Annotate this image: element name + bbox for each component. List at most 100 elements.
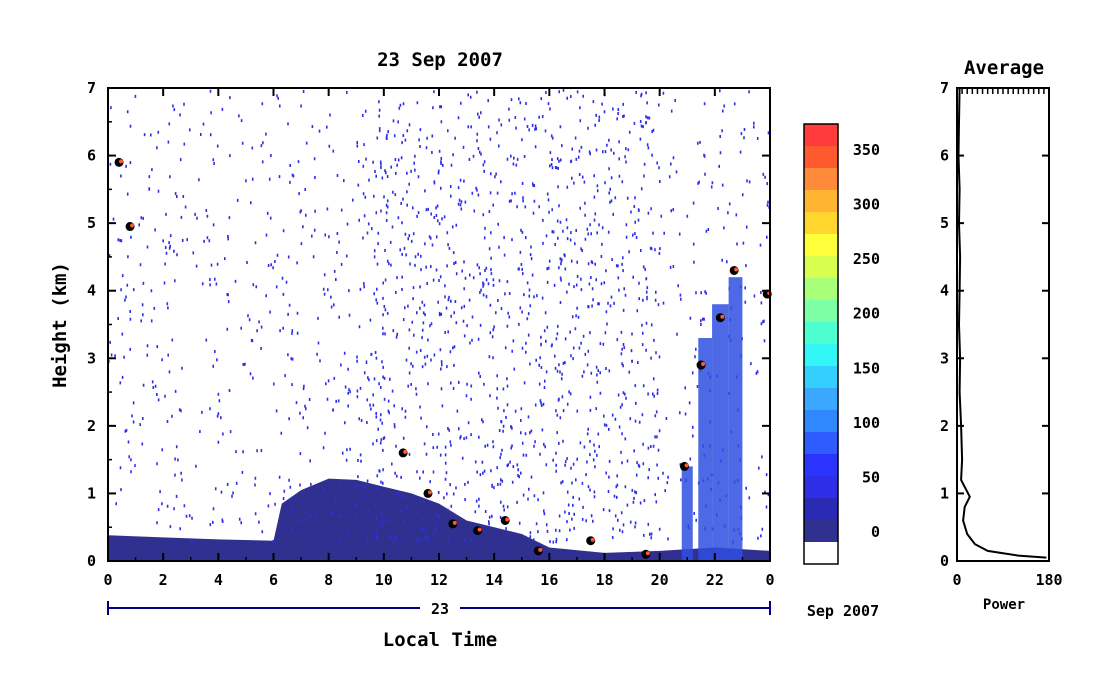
x-tick-label: 0	[765, 571, 774, 589]
dense-echo-layer	[108, 478, 770, 561]
x-tick-label: 12	[430, 571, 448, 589]
x-tick-label: 4	[214, 571, 223, 589]
colorbar-swatch	[804, 256, 838, 279]
colorbar-swatches	[804, 124, 838, 565]
avg-x-tick-label: 180	[1035, 571, 1062, 589]
colorbar-swatch	[804, 300, 838, 323]
colorbar-swatch	[804, 432, 838, 455]
x-tick-label: 20	[651, 571, 669, 589]
main-plot-background	[108, 88, 770, 561]
main-title: 23 Sep 2007	[377, 49, 503, 71]
colorbar-swatch	[804, 366, 838, 389]
colorbar-label: 250	[853, 250, 880, 268]
colorbar-label: 350	[853, 141, 880, 159]
clear-air-speckle	[108, 88, 771, 544]
x-tick-label: 2	[159, 571, 168, 589]
y-tick-label: 0	[87, 552, 96, 570]
y-tick-label: 1	[87, 484, 96, 502]
x-tick-label: 8	[324, 571, 333, 589]
avg-y-tick-label: 1	[940, 484, 949, 502]
colorbar-label: 300	[853, 196, 880, 214]
avg-y-tick-label: 3	[940, 349, 949, 367]
colorbar-swatch	[804, 344, 838, 367]
x-tick-label: 0	[103, 571, 112, 589]
date-axis: 23 Sep 2007	[107, 598, 879, 620]
x-tick-label: 16	[540, 571, 558, 589]
y-tick-label: 6	[87, 147, 96, 165]
colorbar-swatch	[804, 520, 838, 543]
average-title: Average	[964, 57, 1044, 79]
strong-echo-core	[452, 520, 457, 525]
avg-y-tick-label: 6	[940, 147, 949, 165]
average-xlabel: Power	[983, 597, 1025, 613]
average-power-line	[957, 87, 1047, 559]
avg-y-tick-label: 4	[940, 282, 949, 300]
y-tick-label: 7	[87, 79, 96, 97]
colorbar-label: 0	[871, 523, 880, 541]
y-tick-label: 2	[87, 417, 96, 435]
average-ticks: 0 1 2 3 4 5 6 7 0 180	[940, 79, 1063, 589]
strong-echo-core	[538, 547, 543, 552]
colorbar-swatch	[804, 212, 838, 235]
strong-echo-core	[427, 490, 432, 495]
avg-y-tick-label: 2	[940, 417, 949, 435]
colorbar-label: 100	[853, 414, 880, 432]
colorbar-swatch	[804, 124, 838, 147]
colorbar-label: 200	[853, 305, 880, 323]
average-plot-frame	[956, 87, 1050, 562]
colorbar-swatch	[804, 410, 838, 433]
convective-column	[712, 304, 729, 561]
strong-echo-core	[684, 463, 689, 468]
date-axis-day-label: 23	[431, 600, 449, 618]
strong-echo-core	[403, 449, 408, 454]
colorbar-swatch	[804, 146, 838, 169]
strong-echo-core	[477, 527, 482, 532]
main-panel: 23 Sep 2007 0 2 4 6 8 10 12 14 16 18 20 22 001234567…	[49, 49, 879, 651]
colorbar-swatch	[804, 388, 838, 411]
main-data-layer	[108, 88, 772, 561]
colorbar-swatch	[804, 190, 838, 213]
avg-y-tick-label: 0	[940, 552, 949, 570]
colorbar-swatch	[804, 322, 838, 345]
y-tick-label: 4	[87, 282, 96, 300]
x-tick-label: 6	[269, 571, 278, 589]
strong-echo-core	[505, 517, 510, 522]
convective-column	[698, 338, 713, 561]
date-axis-label-bg	[420, 598, 460, 618]
colorbar-swatch	[804, 454, 838, 477]
average-panel: Average 0 1 2 3 4 5 6 7 0 180 Power	[940, 57, 1063, 613]
date-axis-month-label: Sep 2007	[807, 602, 879, 620]
colorbar-swatch	[804, 476, 838, 499]
colorbar-swatch	[804, 168, 838, 191]
colorbar-swatch	[804, 498, 838, 521]
x-tick-label: 10	[375, 571, 393, 589]
avg-y-tick-label: 5	[940, 214, 949, 232]
colorbar-labels: 350 300 250 200 150 100 50 0	[853, 141, 880, 541]
x-tick-label: 22	[706, 571, 724, 589]
colorbar-swatch	[804, 278, 838, 301]
y-tick-label: 3	[87, 349, 96, 367]
strong-echo-core	[701, 362, 706, 367]
strong-echo-core	[130, 223, 135, 228]
colorbar-swatch	[804, 542, 838, 565]
strong-echo-core	[590, 537, 595, 542]
convective-column	[681, 466, 693, 561]
avg-y-tick-label: 7	[940, 79, 949, 97]
colorbar-label: 150	[853, 359, 880, 377]
x-tick-label: 14	[485, 571, 503, 589]
colorbar: 350 300 250 200 150 100 50 0	[803, 123, 880, 565]
colorbar-label: 50	[862, 468, 880, 486]
colorbar-frame	[803, 123, 839, 565]
convective-column	[728, 277, 743, 561]
colorbar-swatch	[804, 234, 838, 257]
avg-x-tick-label: 0	[952, 571, 961, 589]
x-tick-label: 18	[595, 571, 613, 589]
main-xlabel: Local Time	[383, 629, 497, 651]
strong-echo-core	[734, 267, 739, 272]
main-ylabel: Height (km)	[49, 262, 71, 388]
strong-echo-core	[720, 314, 725, 319]
strong-echo-core	[645, 551, 650, 556]
strong-echo-core	[119, 159, 124, 164]
